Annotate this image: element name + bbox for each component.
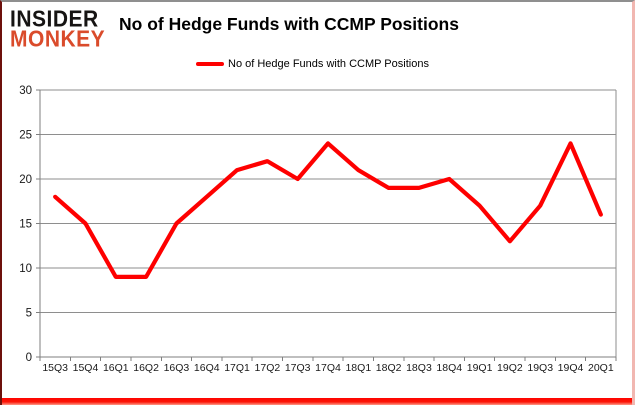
logo-text-insider: INSIDER xyxy=(10,6,99,32)
y-tick-label: 15 xyxy=(19,219,32,231)
legend-line-marker xyxy=(196,61,224,67)
chart-plot-area: 0 5 10 15 20 25 30 15Q3 15Q4 16Q1 16Q2 16Q3 16Q4 17Q1… xyxy=(19,85,617,374)
x-tick-label: 18Q3 xyxy=(406,362,432,374)
y-tick-label: 30 xyxy=(19,85,32,97)
y-tick-label: 5 xyxy=(26,308,32,320)
y-tick-label: 25 xyxy=(19,130,32,142)
y-tick-label: 10 xyxy=(19,263,32,275)
x-tick-label: 17Q1 xyxy=(224,362,250,374)
series-line xyxy=(53,141,603,279)
x-tick-label: 15Q4 xyxy=(73,362,99,374)
insider-monkey-logo: INSIDER MONKEY xyxy=(10,6,106,52)
x-tick-label: 20Q1 xyxy=(588,362,614,374)
x-tick-label: 15Q3 xyxy=(42,362,68,374)
x-tick-label: 16Q3 xyxy=(164,362,190,374)
x-tick-label: 18Q1 xyxy=(345,362,371,374)
x-tick-label: 19Q4 xyxy=(558,362,584,374)
y-tick-label: 0 xyxy=(26,352,32,364)
x-tick-label: 19Q2 xyxy=(497,362,523,374)
x-tick-label: 16Q4 xyxy=(194,362,220,374)
chart-legend: No of Hedge Funds with CCMP Positions xyxy=(196,58,429,70)
x-tick-label: 19Q1 xyxy=(467,362,493,374)
legend-label: No of Hedge Funds with CCMP Positions xyxy=(228,58,429,70)
x-tick-label: 17Q2 xyxy=(255,362,281,374)
y-tick-label: 20 xyxy=(19,174,32,186)
logo-text-monkey: MONKEY xyxy=(10,26,106,52)
chart-title: No of Hedge Funds with CCMP Positions xyxy=(119,14,459,34)
x-tick-label: 19Q3 xyxy=(527,362,553,374)
x-tick-label: 16Q1 xyxy=(103,362,129,374)
x-tick-label: 17Q3 xyxy=(285,362,311,374)
bottom-red-band xyxy=(2,398,632,405)
x-tick-label: 18Q4 xyxy=(436,362,462,374)
x-tick-label: 18Q2 xyxy=(376,362,402,374)
x-tick-label: 16Q2 xyxy=(133,362,159,374)
x-tick-label: 17Q4 xyxy=(315,362,341,374)
